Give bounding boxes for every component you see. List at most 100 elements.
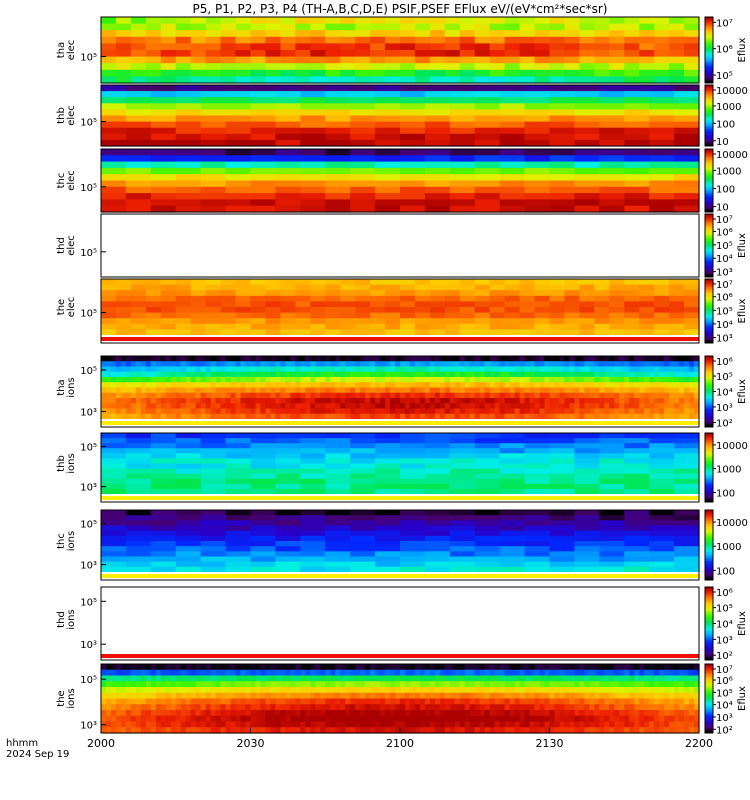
heatmap-cell (534, 279, 551, 286)
heatmap-cell (255, 403, 262, 410)
colorbar-segment (705, 511, 713, 514)
heatmap-cell (125, 161, 152, 169)
heatmap-cell (634, 366, 640, 373)
heatmap-cell (464, 675, 471, 682)
heatmap-cell (200, 91, 227, 98)
heatmap-cell (504, 312, 521, 319)
heatmap-cell (549, 687, 556, 694)
heatmap-cell (549, 109, 576, 117)
heatmap-cell (275, 669, 281, 677)
heatmap-cell (459, 295, 476, 302)
heatmap-cell (589, 669, 595, 677)
heatmap-cell (449, 91, 476, 98)
heatmap-cell (400, 408, 406, 415)
heatmap-cell (200, 433, 227, 439)
heatmap-cell (504, 69, 521, 77)
heatmap-cell (474, 323, 491, 330)
heatmap-cell (190, 284, 207, 291)
heatmap-cell (559, 403, 566, 410)
heatmap-cell (300, 561, 326, 568)
heatmap-cell (484, 664, 491, 671)
heatmap-cell (644, 669, 650, 677)
heatmap-cell (265, 323, 281, 330)
heatmap-cell (205, 687, 212, 694)
heatmap-cell (594, 698, 600, 705)
heatmap-cell (404, 356, 411, 362)
heatmap-cell (419, 681, 426, 688)
heatmap-cell (594, 387, 600, 394)
heatmap-cell (175, 546, 202, 552)
heatmap-cell (355, 403, 361, 410)
heatmap-cell (574, 525, 600, 532)
heatmap-cell (355, 56, 371, 64)
colorbar-segment (705, 285, 713, 288)
heatmap-cell (250, 510, 277, 516)
heatmap-cell (624, 488, 650, 495)
heatmap-cell (145, 356, 152, 362)
heatmap-cell (270, 704, 277, 711)
heatmap-cell (599, 361, 605, 368)
heatmap-cell (674, 463, 700, 470)
heatmap-cell (499, 109, 526, 117)
colorbar-segment (705, 303, 713, 306)
heatmap-cell (125, 478, 152, 485)
heatmap-cell (165, 371, 172, 378)
heatmap-cell (250, 290, 267, 297)
heatmap-cell (694, 681, 700, 688)
heatmap-cell (175, 290, 192, 297)
heatmap-cell (175, 687, 182, 694)
heatmap-cell (160, 692, 167, 700)
heatmap-cell (474, 329, 491, 336)
heatmap-cell (215, 382, 222, 389)
heatmap-cell (499, 403, 506, 410)
heatmap-cell (385, 692, 391, 700)
heatmap-cell (400, 312, 416, 319)
heatmap-cell (569, 692, 576, 700)
heatmap-cell (275, 371, 281, 378)
heatmap-cell (644, 710, 650, 717)
colorbar-segment (705, 472, 713, 475)
heatmap-cell (514, 408, 521, 415)
heatmap-cell (280, 36, 296, 44)
heatmap-cell (380, 392, 386, 399)
heatmap-cell (509, 698, 516, 705)
heatmap-cell (325, 307, 341, 314)
heatmap-cell (524, 199, 551, 207)
heatmap-cell (315, 403, 321, 410)
heatmap-cell (400, 448, 426, 454)
heatmap-cell (310, 710, 316, 717)
heatmap-cell (385, 23, 401, 31)
heatmap-cell (325, 109, 351, 117)
heatmap-cell (355, 715, 361, 723)
heatmap-cell (649, 510, 675, 516)
heatmap-cell (654, 76, 670, 84)
heatmap-cell (664, 371, 670, 378)
heatmap-cell (499, 681, 506, 688)
heatmap-cell (514, 681, 521, 688)
heatmap-cell (245, 681, 252, 688)
heatmap-cell (524, 698, 531, 705)
heatmap-cell (300, 546, 326, 552)
heatmap-cell (325, 669, 331, 677)
heatmap-cell (250, 149, 277, 156)
heatmap-cell (400, 443, 426, 449)
heatmap-cell (564, 318, 580, 325)
heatmap-cell (424, 675, 431, 682)
heatmap-cell (230, 687, 237, 694)
heatmap-cell (624, 675, 630, 682)
heatmap-cell (205, 329, 222, 336)
heatmap-cell (624, 387, 630, 394)
heatmap-cell (101, 109, 127, 117)
heatmap-cell (120, 398, 127, 404)
heatmap-cell (270, 675, 277, 682)
heatmap-cell (674, 669, 680, 677)
heatmap-cell (584, 403, 590, 410)
heatmap-cell (499, 669, 506, 677)
heatmap-cell (125, 483, 152, 490)
heatmap-cell (205, 698, 212, 705)
heatmap-cell (150, 515, 177, 521)
heatmap-cell (130, 408, 137, 415)
heatmap-cell (175, 433, 202, 439)
heatmap-cell (340, 366, 346, 373)
